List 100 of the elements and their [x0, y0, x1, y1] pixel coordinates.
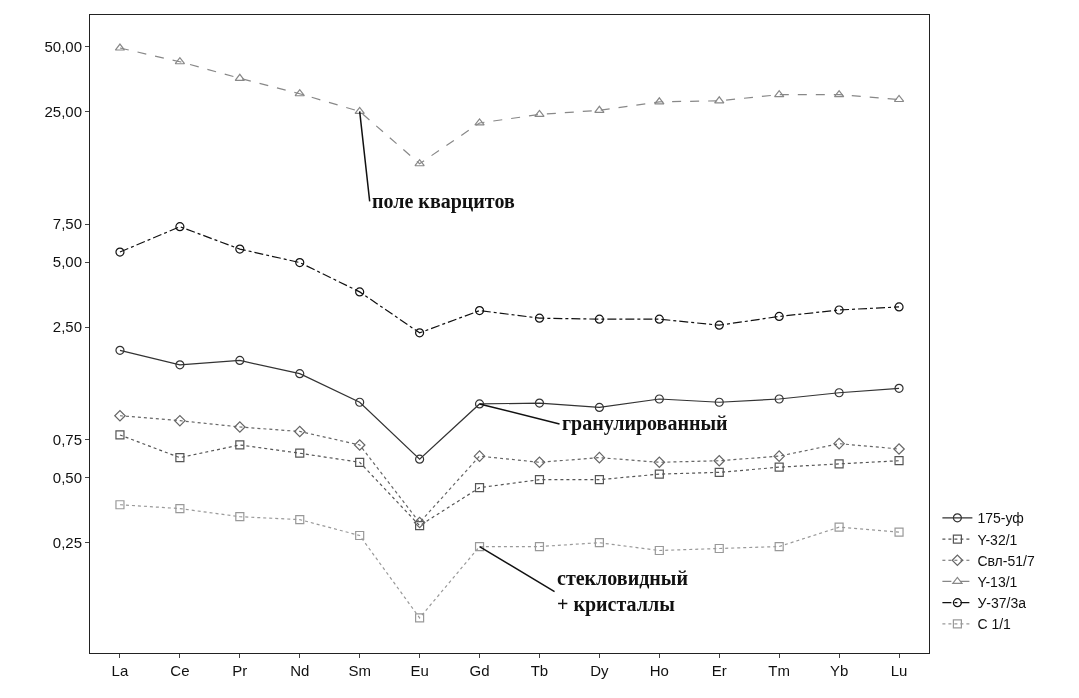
- point: [774, 311, 784, 322]
- legend-label: С 1/1: [977, 616, 1012, 633]
- point: [115, 430, 125, 440]
- point: [594, 314, 604, 324]
- point: [235, 355, 245, 366]
- point: [115, 500, 125, 510]
- point: [894, 527, 904, 537]
- point: [415, 328, 425, 338]
- y-tick-label: 5,00: [52, 253, 82, 271]
- point: [175, 222, 185, 232]
- point: [235, 512, 245, 522]
- point: [415, 613, 425, 623]
- y-tick-label: 0,50: [52, 469, 82, 487]
- point: [894, 302, 904, 312]
- point: [534, 398, 545, 408]
- x-tick-label: Ce: [170, 662, 190, 679]
- point: [834, 305, 844, 315]
- legend-label: Y-13/1: [977, 573, 1018, 590]
- point: [355, 457, 365, 467]
- point: [834, 459, 844, 469]
- point: [714, 320, 724, 330]
- x-tick-label: Eu: [410, 662, 429, 679]
- legend-label: Y-32/1: [977, 531, 1018, 548]
- point: [713, 454, 726, 467]
- y-tick-label: 25,00: [44, 102, 82, 120]
- point: [534, 541, 545, 552]
- point: [175, 360, 185, 370]
- point: [654, 314, 664, 324]
- legend-label: Свл-51/7: [977, 552, 1035, 569]
- point: [594, 475, 604, 485]
- point: [355, 287, 365, 297]
- point: [114, 409, 126, 422]
- x-tick-label: Dy: [590, 662, 610, 679]
- point: [175, 453, 185, 463]
- point: [415, 521, 425, 531]
- point: [355, 530, 365, 541]
- point: [834, 388, 844, 398]
- annotation: поле кварцитов: [372, 190, 515, 213]
- point: [594, 402, 604, 413]
- point: [295, 369, 305, 379]
- point: [473, 450, 486, 462]
- x-tick-label: Tb: [530, 662, 549, 679]
- point: [474, 118, 485, 126]
- point: [174, 414, 186, 427]
- point: [714, 397, 724, 407]
- x-tick-label: Sm: [348, 662, 371, 679]
- point: [773, 450, 785, 462]
- point: [533, 456, 546, 469]
- y-tick-label: 0,25: [52, 533, 82, 551]
- point: [115, 247, 125, 257]
- point: [534, 109, 545, 118]
- point: [654, 394, 664, 404]
- x-tick-label: La: [111, 662, 129, 679]
- point: [593, 451, 606, 464]
- point: [294, 89, 305, 97]
- x-tick-label: Tm: [768, 662, 791, 679]
- point: [354, 106, 365, 115]
- point: [654, 97, 665, 105]
- y-tick-label: 50,00: [44, 37, 82, 55]
- x-tick-label: Pr: [232, 662, 248, 679]
- point: [594, 105, 605, 113]
- point: [353, 439, 366, 451]
- point: [413, 516, 426, 529]
- point: [894, 383, 904, 393]
- point: [534, 313, 545, 323]
- point: [654, 545, 664, 556]
- y-tick-label: 2,50: [52, 318, 82, 336]
- point: [474, 306, 485, 316]
- x-tick-label: Er: [711, 662, 727, 679]
- point: [235, 440, 245, 450]
- point: [653, 456, 666, 469]
- point: [295, 448, 305, 458]
- y-tick-label: 7,50: [52, 215, 82, 233]
- point: [714, 467, 724, 477]
- point: [774, 541, 784, 552]
- y-tick-label: 0,75: [52, 431, 82, 449]
- point: [534, 475, 545, 485]
- legend-label: 175-уф: [977, 510, 1024, 527]
- point: [474, 483, 485, 493]
- point: [893, 94, 905, 103]
- point: [355, 397, 365, 407]
- point: [293, 425, 306, 438]
- x-tick-label: Nd: [290, 662, 310, 679]
- point: [474, 541, 485, 552]
- point: [295, 514, 305, 525]
- point: [414, 159, 425, 167]
- x-tick-label: Gd: [469, 662, 490, 679]
- point: [834, 522, 844, 532]
- point: [415, 454, 425, 464]
- point: [833, 437, 845, 450]
- point: [234, 421, 246, 433]
- point: [474, 399, 485, 409]
- point: [774, 462, 784, 472]
- point: [295, 257, 305, 268]
- point: [235, 244, 245, 254]
- point: [175, 503, 185, 514]
- point: [893, 443, 905, 455]
- x-tick-label: Yb: [829, 662, 849, 679]
- legend-label: У-37/3а: [977, 595, 1027, 612]
- point: [714, 96, 725, 104]
